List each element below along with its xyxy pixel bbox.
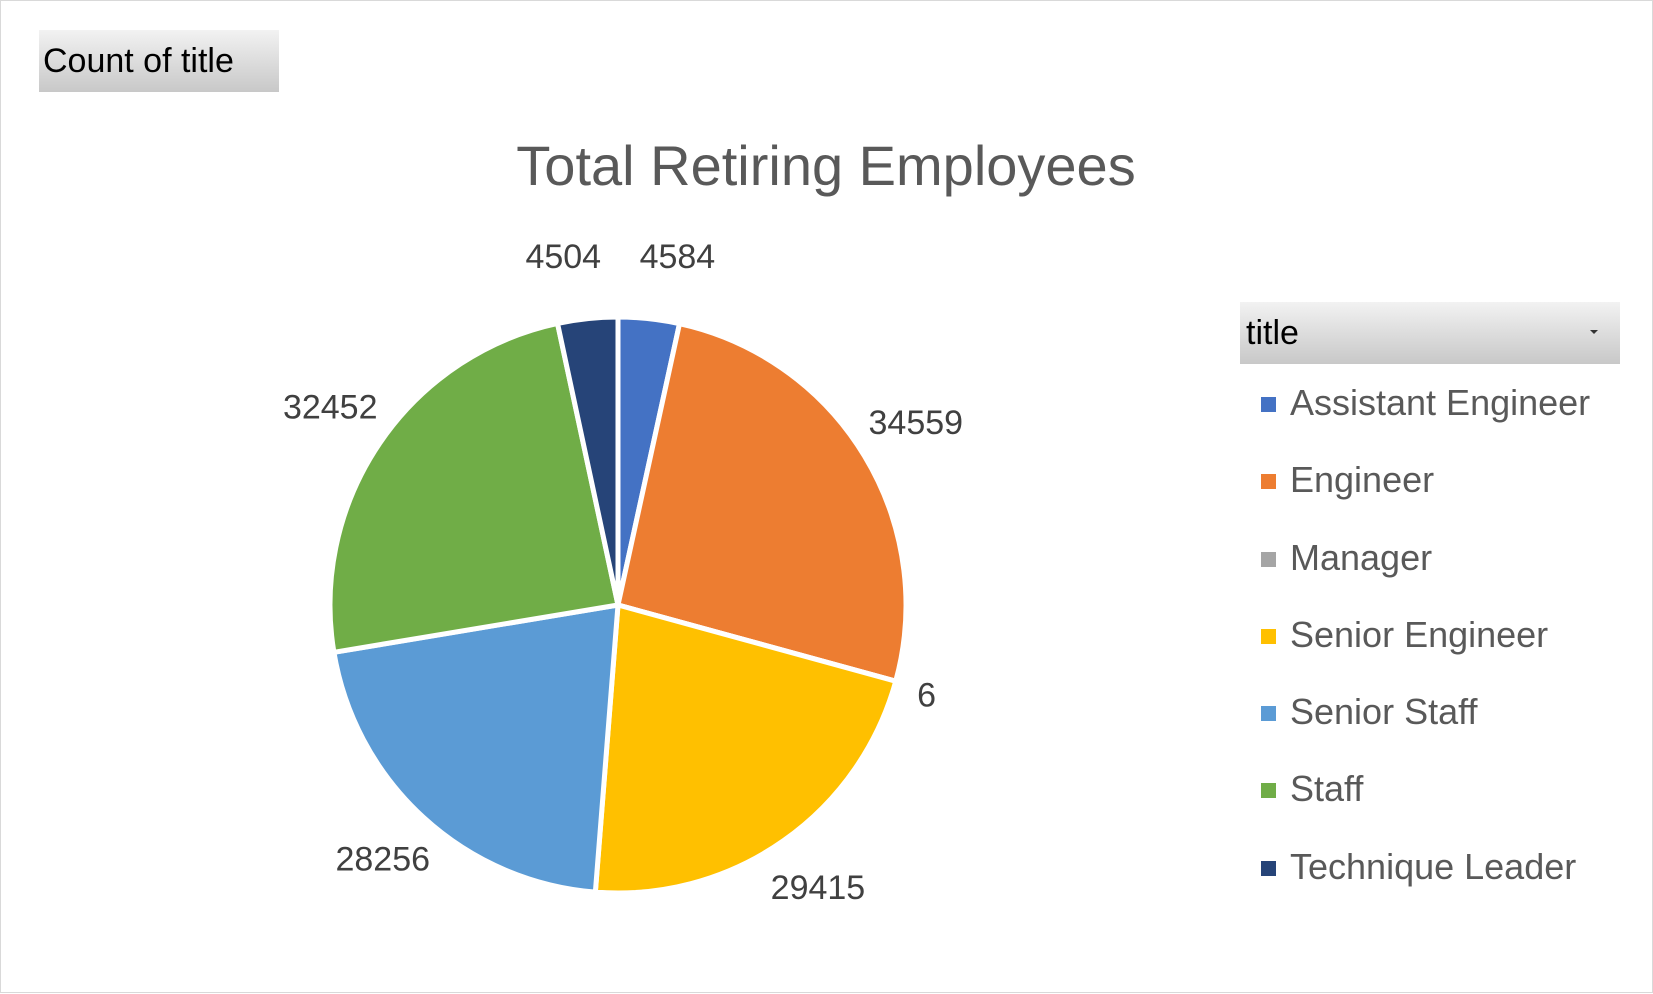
legend-swatch <box>1261 551 1276 567</box>
data-label-senior-engineer: 29415 <box>771 869 866 907</box>
data-label-manager: 6 <box>917 677 936 715</box>
legend-swatch <box>1261 860 1276 876</box>
data-label-technique-leader: 4504 <box>525 238 601 276</box>
pie-slice-staff[interactable] <box>327 320 621 655</box>
legend-item-senior-staff[interactable]: Senior Staff <box>1261 692 1590 769</box>
legend-item-senior-engineer[interactable]: Senior Engineer <box>1261 613 1590 692</box>
legend-header-label: title <box>1246 314 1299 352</box>
legend-swatch <box>1261 706 1276 722</box>
pie-slice-senior-staff[interactable] <box>331 602 621 895</box>
legend-label: Assistant Engineer <box>1290 382 1591 423</box>
legend-swatch <box>1261 783 1276 799</box>
data-label-senior-staff: 28256 <box>335 840 430 878</box>
legend-title-field-button[interactable]: title <box>1240 302 1620 364</box>
legend-swatch <box>1261 628 1276 644</box>
legend-item-engineer[interactable]: Engineer <box>1261 460 1590 537</box>
legend-item-technique-leader[interactable]: Technique Leader <box>1261 845 1590 924</box>
data-label-staff: 32452 <box>283 388 378 426</box>
dropdown-arrow-icon[interactable] <box>1590 330 1598 334</box>
legend-label: Senior Engineer <box>1290 613 1549 655</box>
legend-item-staff[interactable]: Staff <box>1261 769 1590 846</box>
legend-label: Senior Staff <box>1290 691 1478 733</box>
legend-swatch <box>1261 397 1276 412</box>
pie-slice-senior-engineer[interactable] <box>592 602 899 896</box>
data-label-engineer: 34559 <box>869 404 964 442</box>
legend-label: Manager <box>1290 536 1433 578</box>
legend-swatch <box>1261 474 1276 490</box>
legend-label: Staff <box>1290 768 1364 810</box>
data-label-assistant-engineer: 4584 <box>640 238 716 276</box>
legend: Assistant Engineer Engineer Manager Senior … <box>1261 383 1590 924</box>
legend-item-assistant-engineer[interactable]: Assistant Engineer <box>1261 383 1590 460</box>
legend-item-manager[interactable]: Manager <box>1261 536 1590 615</box>
pie-slice-engineer[interactable] <box>615 321 909 684</box>
legend-label: Engineer <box>1290 459 1435 501</box>
pie-slice-technique-leader[interactable] <box>555 314 621 608</box>
count-of-title-field-button[interactable]: Count of title <box>39 30 279 92</box>
legend-label: Technique Leader <box>1290 845 1577 887</box>
chart-title: Total Retiring Employees <box>516 134 1136 197</box>
